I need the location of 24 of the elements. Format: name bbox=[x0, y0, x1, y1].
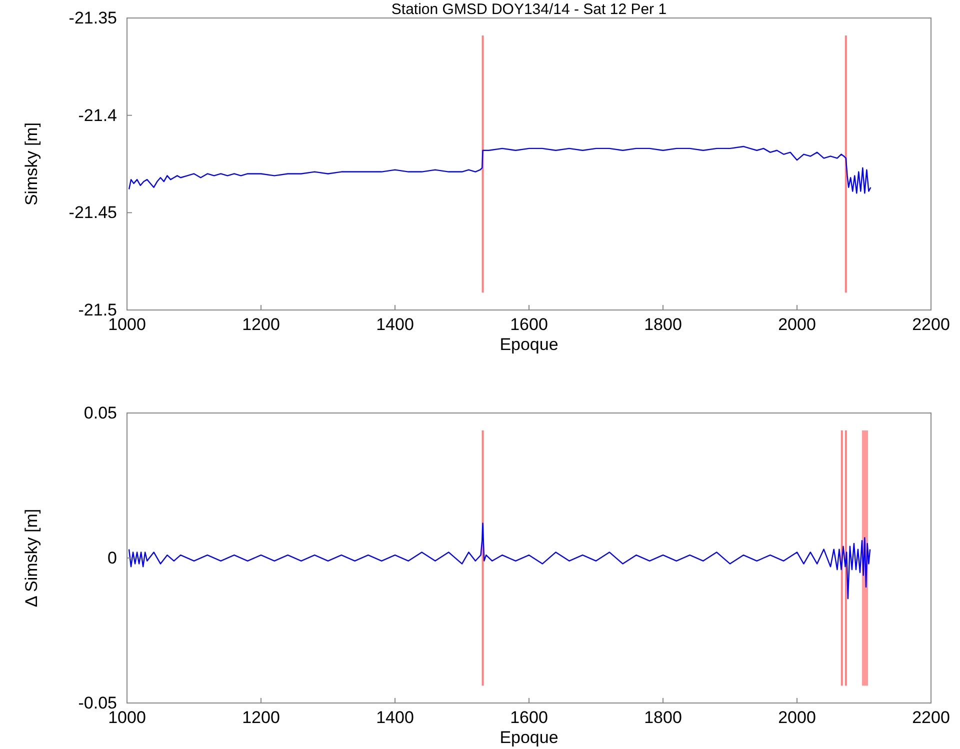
y-tick-label: -21.35 bbox=[68, 8, 117, 28]
x-tick-label: 2200 bbox=[912, 315, 950, 334]
x-axis-title: Epoque bbox=[500, 728, 558, 747]
x-axis-title: Epoque bbox=[500, 335, 558, 354]
y-tick-label: -21.4 bbox=[78, 106, 117, 125]
x-tick-label: 1200 bbox=[242, 708, 280, 728]
x-tick-label: 1600 bbox=[510, 708, 548, 728]
x-tick-label: 1800 bbox=[644, 315, 682, 334]
x-tick-label: 2000 bbox=[778, 315, 816, 334]
x-tick-label: 1200 bbox=[242, 315, 280, 334]
x-tick-label: 2200 bbox=[912, 708, 950, 728]
y-tick-label: 0.05 bbox=[84, 403, 117, 422]
line-series bbox=[128, 146, 872, 194]
y-tick-label: 0 bbox=[108, 548, 117, 568]
line-series bbox=[128, 522, 871, 600]
x-tick-label: 1800 bbox=[644, 708, 682, 728]
x-tick-label: 1600 bbox=[510, 315, 548, 334]
x-tick-label: 1400 bbox=[376, 708, 414, 728]
chart-title: Station GMSD DOY134/14 - Sat 12 Per 1 bbox=[391, 1, 667, 18]
x-tick-label: 1400 bbox=[376, 315, 414, 334]
y-axis-title: Simsky [m] bbox=[22, 122, 41, 206]
y-axis-title: Δ Simsky [m] bbox=[22, 508, 41, 608]
y-tick-label: -21.45 bbox=[68, 203, 117, 222]
x-tick-label: 2000 bbox=[778, 708, 816, 728]
